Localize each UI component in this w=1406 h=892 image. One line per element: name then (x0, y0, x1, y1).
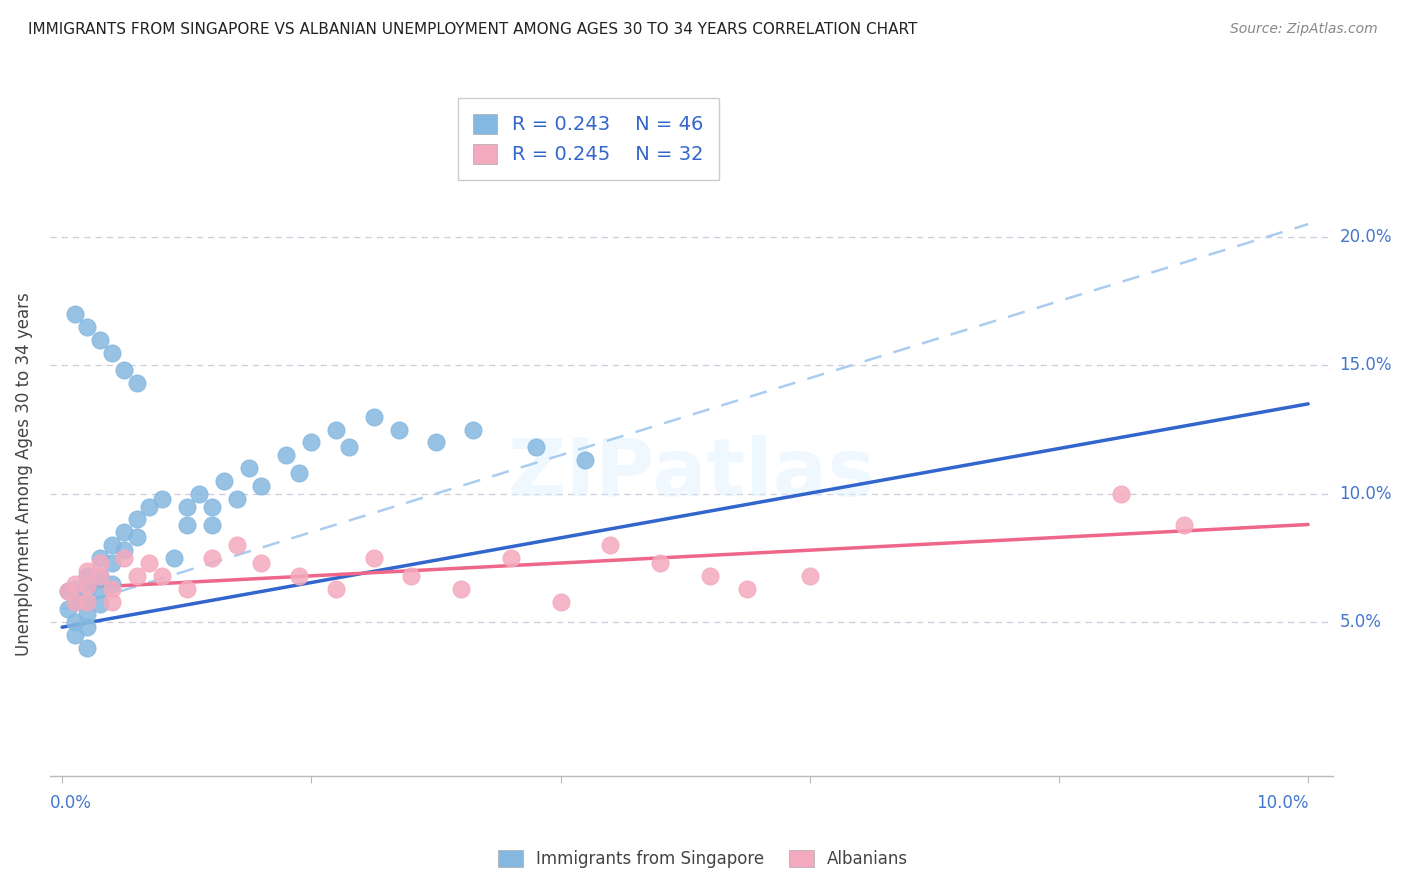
Point (1173, 517, 1195, 532)
Point (250, 479, 273, 493)
Point (250, 556, 273, 570)
Point (58, 584, 80, 599)
Point (163, 550, 186, 565)
Point (125, 569, 148, 583)
Point (101, 582, 124, 596)
Point (150, 569, 173, 583)
Point (574, 453, 596, 467)
Point (112, 525, 135, 540)
Text: 20.0%: 20.0% (1340, 228, 1392, 246)
Point (125, 376, 148, 391)
Point (325, 582, 347, 596)
Point (499, 550, 522, 565)
Point (325, 423, 347, 437)
Point (63, 615, 86, 629)
Point (176, 500, 198, 514)
Point (89, 333, 111, 347)
Text: 10.0%: 10.0% (1340, 484, 1392, 503)
Text: 0.0%: 0.0% (49, 794, 91, 812)
Point (101, 538, 124, 552)
Point (150, 491, 173, 506)
Text: Source: ZipAtlas.com: Source: ZipAtlas.com (1230, 22, 1378, 37)
Point (387, 423, 409, 437)
Point (176, 517, 198, 532)
Point (212, 474, 235, 488)
Point (737, 582, 759, 596)
Point (76, 620, 98, 634)
Point (63, 628, 86, 642)
Point (1109, 486, 1132, 500)
Point (101, 594, 124, 608)
Point (89, 569, 111, 583)
Point (89, 556, 111, 570)
Point (76, 569, 98, 583)
Point (112, 363, 135, 377)
Point (89, 550, 111, 565)
Point (76, 640, 98, 655)
Point (288, 569, 311, 583)
Point (63, 594, 86, 608)
Point (225, 538, 247, 552)
Point (463, 423, 485, 437)
Point (363, 409, 385, 424)
Text: IMMIGRANTS FROM SINGAPORE VS ALBANIAN UNEMPLOYMENT AMONG AGES 30 TO 34 YEARS COR: IMMIGRANTS FROM SINGAPORE VS ALBANIAN UN… (28, 22, 918, 37)
Point (699, 569, 721, 583)
Point (201, 500, 224, 514)
Point (125, 530, 148, 544)
Point (138, 556, 160, 570)
Point (63, 307, 86, 321)
Point (63, 576, 86, 591)
Point (238, 461, 260, 475)
Point (176, 582, 198, 596)
Point (58, 602, 80, 616)
Point (76, 319, 98, 334)
Text: 15.0%: 15.0% (1340, 356, 1392, 375)
Point (112, 543, 135, 558)
Text: 5.0%: 5.0% (1340, 613, 1381, 631)
Point (101, 556, 124, 570)
Point (76, 579, 98, 593)
Point (201, 550, 224, 565)
Point (76, 564, 98, 578)
Point (225, 491, 247, 506)
Point (76, 582, 98, 596)
Point (89, 569, 111, 583)
Point (76, 594, 98, 608)
Point (63, 594, 86, 608)
Point (63, 582, 86, 596)
Point (89, 582, 111, 596)
Point (799, 569, 821, 583)
Point (89, 597, 111, 611)
Point (76, 594, 98, 608)
Point (201, 517, 224, 532)
Point (188, 486, 211, 500)
Point (599, 538, 621, 552)
Point (524, 441, 547, 455)
Point (425, 435, 447, 450)
Text: ZIPatlas: ZIPatlas (508, 435, 876, 514)
Point (337, 441, 360, 455)
Point (101, 576, 124, 591)
Legend: R = 0.243    N = 46, R = 0.245    N = 32: R = 0.243 N = 46, R = 0.245 N = 32 (458, 98, 720, 180)
Point (138, 500, 160, 514)
Point (399, 569, 422, 583)
Point (112, 550, 135, 565)
Text: 10.0%: 10.0% (1256, 794, 1308, 812)
Point (299, 435, 322, 450)
Point (101, 345, 124, 359)
Point (450, 582, 472, 596)
Point (276, 448, 298, 462)
Point (650, 556, 672, 570)
Point (363, 550, 385, 565)
Legend: Immigrants from Singapore, Albanians: Immigrants from Singapore, Albanians (491, 843, 915, 875)
Point (76, 607, 98, 622)
Point (550, 594, 572, 608)
Point (58, 584, 80, 599)
Y-axis label: Unemployment Among Ages 30 to 34 years: Unemployment Among Ages 30 to 34 years (15, 293, 32, 657)
Point (288, 466, 311, 480)
Point (125, 512, 148, 526)
